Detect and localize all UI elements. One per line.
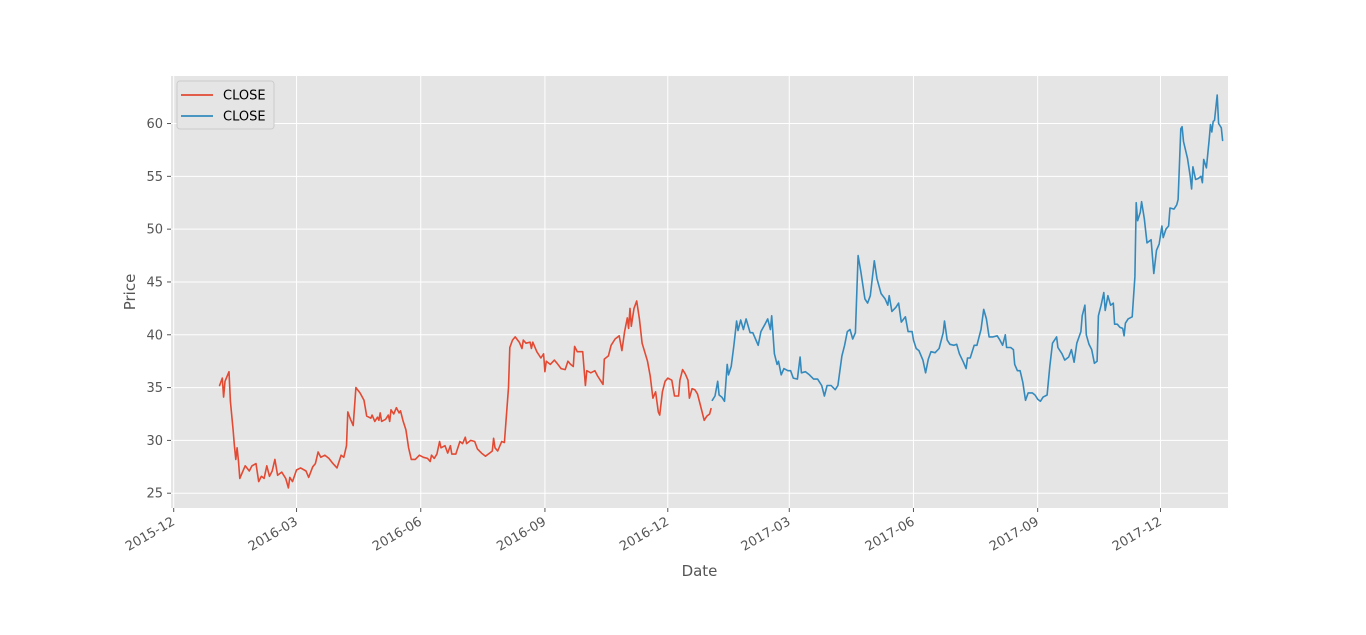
- x-tick-label: 2017-06: [863, 514, 918, 554]
- y-tick-label: 45: [146, 275, 163, 290]
- y-axis-label: Price: [121, 274, 139, 311]
- x-tick-label: 2016-12: [617, 514, 672, 554]
- y-tick-label: 40: [146, 328, 163, 343]
- y-axis: 25 30 35 40 45 50 55 60: [146, 117, 171, 502]
- x-tick-label: 2015-12: [123, 514, 178, 554]
- plot-background: [171, 76, 1228, 508]
- y-tick-label: 55: [146, 170, 163, 185]
- grid: [171, 76, 1228, 508]
- x-axis: 2015-12 2016-03 2016-06 2016-09 2016-12 2017-…: [123, 508, 1165, 555]
- y-tick-label: 60: [146, 117, 163, 132]
- y-tick-label: 50: [146, 223, 163, 238]
- x-tick-label: 2017-12: [1110, 514, 1165, 554]
- y-tick-label: 25: [146, 487, 163, 502]
- x-tick-label: 2017-09: [987, 514, 1042, 554]
- y-tick-label: 30: [146, 434, 163, 449]
- legend-box: [176, 80, 275, 130]
- legend-label-2: CLOSE: [223, 110, 266, 125]
- series-line-1: [218, 300, 712, 489]
- x-tick-label: 2016-09: [494, 514, 549, 554]
- x-tick-label: 2016-06: [370, 514, 425, 554]
- x-tick-label: 2016-03: [246, 514, 301, 554]
- legend-label-1: CLOSE: [223, 89, 266, 104]
- x-tick-label: 2017-03: [739, 514, 794, 554]
- series-layer: [218, 94, 1224, 489]
- x-axis-label: Date: [682, 562, 718, 580]
- series-line-2: [711, 94, 1224, 403]
- y-tick-label: 35: [146, 381, 163, 396]
- legend: CLOSE CLOSE: [176, 80, 275, 130]
